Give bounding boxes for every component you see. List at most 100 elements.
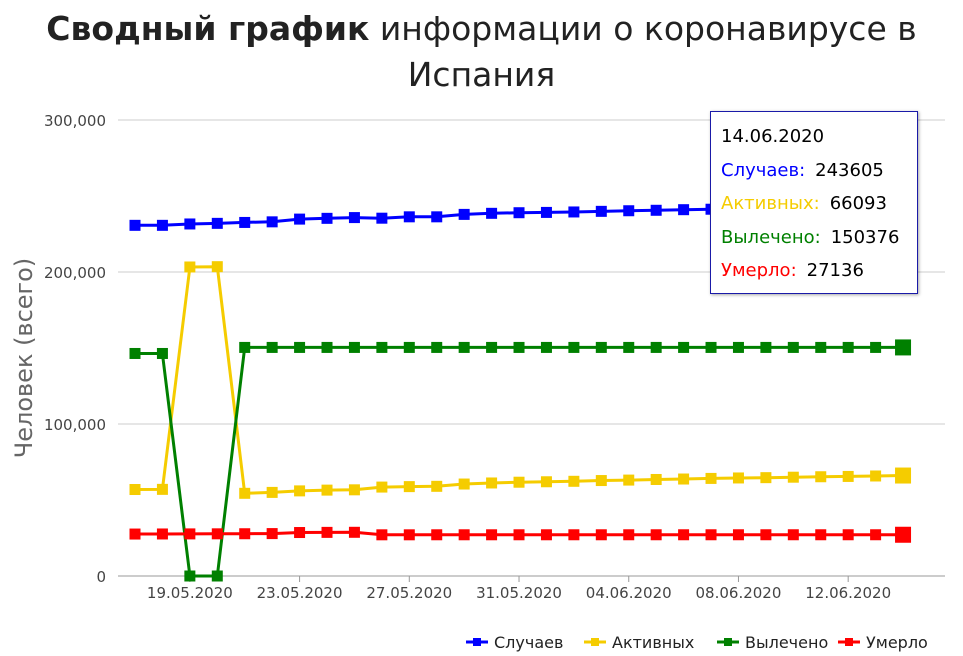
data-point[interactable] [321, 484, 333, 496]
data-point[interactable] [129, 528, 141, 540]
data-point[interactable] [595, 529, 607, 541]
data-point[interactable] [540, 341, 552, 353]
data-point[interactable] [678, 529, 690, 541]
data-point[interactable] [266, 486, 278, 498]
data-point[interactable] [595, 341, 607, 353]
data-point[interactable] [458, 341, 470, 353]
data-point[interactable] [787, 529, 799, 541]
data-point[interactable] [842, 529, 854, 541]
data-point[interactable] [321, 341, 333, 353]
data-point[interactable] [376, 341, 388, 353]
data-point[interactable] [540, 206, 552, 218]
data-point[interactable] [815, 341, 827, 353]
data-point[interactable] [540, 476, 552, 488]
data-point[interactable] [239, 528, 251, 540]
data-point[interactable] [156, 528, 168, 540]
data-point[interactable] [732, 472, 744, 484]
data-point[interactable] [895, 339, 912, 356]
data-point[interactable] [760, 472, 772, 484]
data-point[interactable] [156, 347, 168, 359]
data-point[interactable] [815, 529, 827, 541]
data-point[interactable] [623, 474, 635, 486]
data-point[interactable] [431, 480, 443, 492]
data-point[interactable] [787, 341, 799, 353]
data-point[interactable] [623, 205, 635, 217]
data-point[interactable] [211, 261, 223, 273]
data-point[interactable] [486, 477, 498, 489]
data-point[interactable] [895, 526, 912, 543]
data-point[interactable] [568, 475, 580, 487]
data-point[interactable] [458, 208, 470, 220]
data-point[interactable] [678, 341, 690, 353]
data-point[interactable] [623, 341, 635, 353]
data-point[interactable] [732, 341, 744, 353]
data-point[interactable] [895, 467, 912, 484]
data-point[interactable] [321, 526, 333, 538]
data-point[interactable] [486, 529, 498, 541]
data-point[interactable] [650, 341, 662, 353]
data-point[interactable] [513, 476, 525, 488]
data-point[interactable] [650, 473, 662, 485]
data-point[interactable] [294, 341, 306, 353]
data-point[interactable] [294, 485, 306, 497]
data-point[interactable] [348, 212, 360, 224]
data-point[interactable] [732, 529, 744, 541]
data-point[interactable] [650, 529, 662, 541]
data-point[interactable] [842, 341, 854, 353]
data-point[interactable] [486, 207, 498, 219]
data-point[interactable] [678, 473, 690, 485]
data-point[interactable] [705, 472, 717, 484]
data-point[interactable] [129, 484, 141, 496]
data-point[interactable] [513, 341, 525, 353]
data-point[interactable] [787, 471, 799, 483]
data-point[interactable] [815, 471, 827, 483]
data-point[interactable] [650, 204, 662, 216]
data-point[interactable] [156, 219, 168, 231]
data-point[interactable] [513, 529, 525, 541]
data-point[interactable] [376, 481, 388, 493]
data-point[interactable] [568, 529, 580, 541]
data-point[interactable] [211, 570, 223, 582]
data-point[interactable] [458, 529, 470, 541]
data-point[interactable] [403, 341, 415, 353]
data-point[interactable] [678, 204, 690, 216]
data-point[interactable] [184, 261, 196, 273]
data-point[interactable] [239, 216, 251, 228]
data-point[interactable] [211, 217, 223, 229]
data-point[interactable] [431, 211, 443, 223]
data-point[interactable] [760, 341, 772, 353]
data-point[interactable] [595, 205, 607, 217]
data-point[interactable] [156, 483, 168, 495]
data-point[interactable] [870, 529, 882, 541]
data-point[interactable] [376, 212, 388, 224]
data-point[interactable] [266, 216, 278, 228]
data-point[interactable] [376, 529, 388, 541]
data-point[interactable] [486, 341, 498, 353]
data-point[interactable] [760, 529, 772, 541]
data-point[interactable] [321, 212, 333, 224]
data-point[interactable] [431, 341, 443, 353]
data-point[interactable] [595, 475, 607, 487]
data-point[interactable] [348, 526, 360, 538]
data-point[interactable] [294, 213, 306, 225]
data-point[interactable] [266, 528, 278, 540]
data-point[interactable] [184, 528, 196, 540]
data-point[interactable] [540, 529, 552, 541]
data-point[interactable] [239, 341, 251, 353]
data-point[interactable] [403, 481, 415, 493]
data-point[interactable] [184, 218, 196, 230]
data-point[interactable] [623, 529, 635, 541]
data-point[interactable] [705, 529, 717, 541]
data-point[interactable] [568, 341, 580, 353]
data-point[interactable] [348, 484, 360, 496]
data-point[interactable] [842, 470, 854, 482]
data-point[interactable] [458, 478, 470, 490]
data-point[interactable] [705, 341, 717, 353]
data-point[interactable] [431, 529, 443, 541]
data-point[interactable] [129, 219, 141, 231]
data-point[interactable] [129, 347, 141, 359]
data-point[interactable] [403, 211, 415, 223]
data-point[interactable] [294, 527, 306, 539]
data-point[interactable] [568, 206, 580, 218]
